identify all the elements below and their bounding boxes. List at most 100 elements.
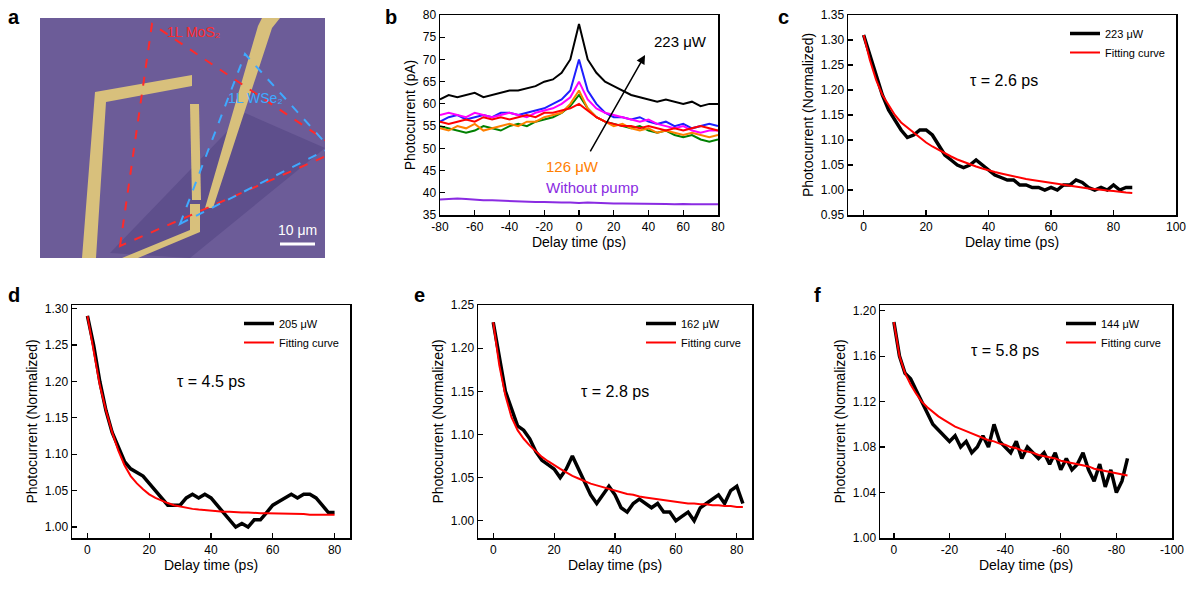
- svg-text:60: 60: [1044, 220, 1058, 234]
- svg-text:70: 70: [423, 53, 437, 67]
- svg-text:80: 80: [328, 543, 342, 557]
- svg-text:75: 75: [423, 30, 437, 44]
- svg-text:Delay time (ps): Delay time (ps): [164, 557, 258, 573]
- svg-text:40: 40: [204, 543, 218, 557]
- svg-text:40: 40: [423, 186, 437, 200]
- svg-text:0.95: 0.95: [821, 208, 845, 222]
- svg-text:1L WSe₂: 1L WSe₂: [228, 90, 283, 106]
- svg-text:80: 80: [423, 8, 437, 22]
- svg-text:1.08: 1.08: [853, 440, 877, 454]
- svg-text:35: 35: [423, 208, 437, 222]
- svg-text:Photocurrent (Normalized): Photocurrent (Normalized): [800, 33, 816, 197]
- svg-text:Photocurrent (Normalized): Photocurrent (Normalized): [832, 339, 848, 503]
- svg-text:1.00: 1.00: [853, 531, 877, 545]
- svg-text:1.25: 1.25: [451, 298, 475, 312]
- svg-text:Fitting curve: Fitting curve: [1105, 47, 1165, 59]
- svg-text:d: d: [8, 284, 20, 306]
- svg-text:205 μW: 205 μW: [279, 318, 318, 330]
- svg-text:1.04: 1.04: [853, 486, 877, 500]
- svg-text:Fitting curve: Fitting curve: [279, 337, 339, 349]
- svg-text:a: a: [8, 6, 20, 28]
- svg-text:50: 50: [423, 142, 437, 156]
- svg-text:1.00: 1.00: [451, 514, 475, 528]
- svg-text:40: 40: [982, 220, 996, 234]
- svg-text:1.05: 1.05: [45, 484, 69, 498]
- svg-text:20: 20: [919, 220, 933, 234]
- svg-text:1.25: 1.25: [821, 58, 845, 72]
- svg-text:144 μW: 144 μW: [1101, 318, 1140, 330]
- svg-text:1.00: 1.00: [821, 183, 845, 197]
- svg-text:1L MoS₂: 1L MoS₂: [167, 24, 220, 40]
- svg-text:Photocurrent (Normalized): Photocurrent (Normalized): [24, 339, 40, 503]
- svg-text:1.15: 1.15: [451, 385, 475, 399]
- svg-text:τ = 2.8 ps: τ = 2.8 ps: [581, 383, 649, 400]
- svg-text:τ = 2.6 ps: τ = 2.6 ps: [970, 72, 1038, 89]
- svg-text:100: 100: [1166, 220, 1186, 234]
- svg-text:10 μm: 10 μm: [278, 222, 317, 238]
- svg-text:80: 80: [711, 220, 725, 234]
- svg-text:1.30: 1.30: [821, 33, 845, 47]
- svg-text:1.20: 1.20: [451, 341, 475, 355]
- svg-text:1.10: 1.10: [45, 447, 69, 461]
- svg-text:126 μW: 126 μW: [546, 158, 599, 175]
- svg-text:1.25: 1.25: [45, 338, 69, 352]
- svg-text:60: 60: [423, 97, 437, 111]
- svg-text:f: f: [814, 284, 821, 306]
- svg-text:Photocurrent (Normalized): Photocurrent (Normalized): [430, 339, 446, 503]
- svg-text:Delay time (ps): Delay time (ps): [979, 557, 1073, 573]
- svg-text:1.12: 1.12: [853, 395, 877, 409]
- svg-text:e: e: [414, 284, 425, 306]
- svg-text:0: 0: [860, 220, 867, 234]
- svg-text:-60: -60: [1052, 543, 1070, 557]
- svg-text:60: 60: [677, 220, 691, 234]
- svg-text:0: 0: [490, 543, 497, 557]
- svg-text:-80: -80: [431, 220, 449, 234]
- svg-text:1.30: 1.30: [45, 302, 69, 316]
- svg-text:1.20: 1.20: [45, 375, 69, 389]
- svg-text:1.15: 1.15: [821, 108, 845, 122]
- svg-text:1.10: 1.10: [451, 428, 475, 442]
- svg-text:1.00: 1.00: [45, 520, 69, 534]
- svg-text:40: 40: [608, 543, 622, 557]
- svg-text:b: b: [385, 6, 397, 28]
- svg-text:c: c: [778, 6, 789, 28]
- svg-text:162 μW: 162 μW: [681, 318, 720, 330]
- svg-text:223 μW: 223 μW: [654, 33, 707, 50]
- svg-text:1.05: 1.05: [451, 471, 475, 485]
- svg-text:Fitting curve: Fitting curve: [1101, 337, 1161, 349]
- svg-text:60: 60: [669, 543, 683, 557]
- svg-text:80: 80: [730, 543, 744, 557]
- svg-text:1.20: 1.20: [853, 304, 877, 318]
- svg-text:20: 20: [143, 543, 157, 557]
- svg-text:-20: -20: [536, 220, 554, 234]
- svg-text:0: 0: [576, 220, 583, 234]
- svg-text:1.35: 1.35: [821, 8, 845, 22]
- svg-text:-20: -20: [941, 543, 959, 557]
- svg-text:20: 20: [547, 543, 561, 557]
- svg-text:1.15: 1.15: [45, 411, 69, 425]
- svg-text:-40: -40: [501, 220, 519, 234]
- svg-text:1.10: 1.10: [821, 133, 845, 147]
- svg-text:40: 40: [642, 220, 656, 234]
- svg-text:1.20: 1.20: [821, 83, 845, 97]
- svg-text:-80: -80: [1108, 543, 1126, 557]
- svg-text:τ = 4.5 ps: τ = 4.5 ps: [177, 373, 245, 390]
- svg-text:0: 0: [891, 543, 898, 557]
- svg-text:45: 45: [423, 164, 437, 178]
- svg-text:223 μW: 223 μW: [1105, 28, 1144, 40]
- svg-text:55: 55: [423, 119, 437, 133]
- svg-text:Without pump: Without pump: [546, 179, 639, 196]
- svg-text:Delay time (ps): Delay time (ps): [965, 234, 1059, 250]
- svg-text:60: 60: [266, 543, 280, 557]
- svg-text:0: 0: [84, 543, 91, 557]
- svg-text:Delay time (ps): Delay time (ps): [568, 557, 662, 573]
- svg-text:Photocurrent (pA): Photocurrent (pA): [402, 60, 418, 171]
- svg-text:-100: -100: [1160, 543, 1184, 557]
- svg-text:80: 80: [1107, 220, 1121, 234]
- svg-text:τ = 5.8 ps: τ = 5.8 ps: [971, 342, 1039, 359]
- svg-text:-40: -40: [996, 543, 1014, 557]
- svg-text:-60: -60: [466, 220, 484, 234]
- svg-text:20: 20: [607, 220, 621, 234]
- svg-text:Fitting curve: Fitting curve: [681, 337, 741, 349]
- svg-text:1.05: 1.05: [821, 158, 845, 172]
